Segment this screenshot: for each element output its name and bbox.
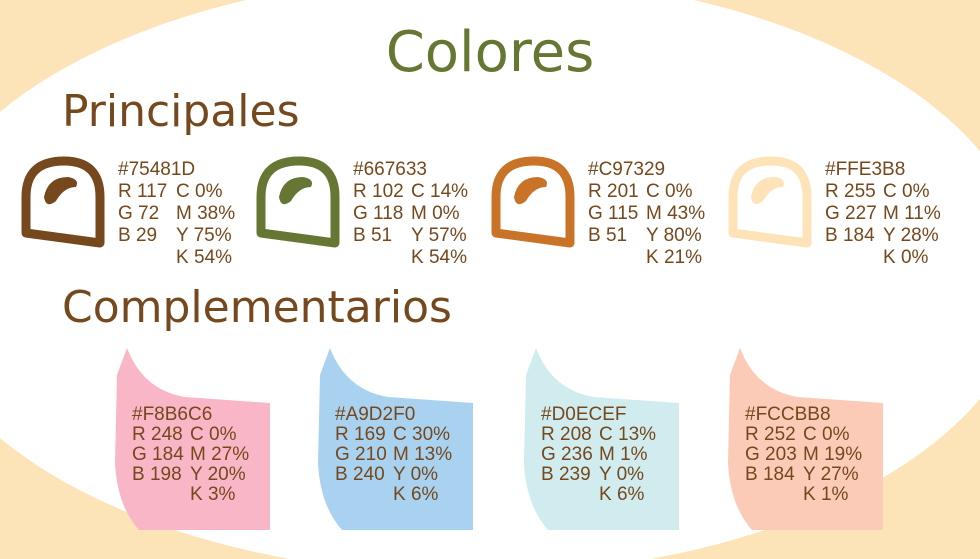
- cmyk-value: Y 28%: [883, 225, 939, 246]
- icon-blob: [44, 177, 77, 205]
- rgb-value: G 203: [745, 444, 797, 465]
- cmyk-value: M 0%: [411, 203, 460, 224]
- cmyk-value: K 21%: [646, 247, 702, 268]
- rgb-value: G 115: [588, 203, 638, 224]
- title: Colores: [386, 20, 595, 85]
- rgb-value: B 198: [132, 464, 182, 485]
- section-heading: Principales: [62, 86, 300, 137]
- rgb-value: R 208: [541, 424, 592, 445]
- cmyk-value: K 54%: [176, 247, 232, 268]
- hex-code: #FFE3B8: [825, 159, 905, 180]
- cmyk-value: K 0%: [883, 247, 929, 268]
- rgb-value: R 102: [353, 181, 404, 202]
- cmyk-value: C 0%: [176, 181, 223, 202]
- rgb-value: B 51: [353, 225, 392, 246]
- rgb-value: R 117: [118, 181, 167, 202]
- cmyk-value: K 54%: [411, 247, 467, 268]
- cmyk-value: Y 27%: [803, 464, 859, 485]
- rgb-value: B 184: [825, 225, 875, 246]
- cmyk-value: C 14%: [411, 181, 468, 202]
- cmyk-value: C 0%: [190, 424, 237, 445]
- section-heading: Complementarios: [62, 282, 452, 333]
- rgb-value: B 184: [745, 464, 795, 485]
- icon-frame: [728, 156, 812, 248]
- cmyk-value: M 19%: [803, 444, 862, 465]
- rgb-value: B 29: [118, 225, 157, 246]
- color-card: [115, 348, 270, 530]
- color-icon: [256, 156, 340, 248]
- cmyk-value: Y 75%: [176, 225, 232, 246]
- hex-code: #D0ECEF: [541, 404, 627, 425]
- cmyk-value: K 3%: [190, 484, 236, 505]
- cmyk-value: C 0%: [803, 424, 850, 445]
- rgb-value: G 227: [825, 203, 877, 224]
- icon-blob: [279, 177, 312, 205]
- rgb-value: R 252: [745, 424, 796, 445]
- cmyk-value: C 0%: [883, 181, 930, 202]
- cmyk-value: C 13%: [599, 424, 656, 445]
- color-icon: [21, 156, 105, 248]
- cmyk-value: M 38%: [176, 203, 235, 224]
- color-card: [524, 348, 679, 530]
- rgb-value: R 255: [825, 181, 876, 202]
- cmyk-value: C 30%: [393, 424, 450, 445]
- hex-code: #F8B6C6: [132, 404, 212, 425]
- cmyk-value: Y 20%: [190, 464, 246, 485]
- cmyk-value: M 43%: [646, 203, 705, 224]
- cmyk-value: K 6%: [393, 484, 439, 505]
- rgb-value: G 236: [541, 444, 593, 465]
- rgb-value: B 51: [588, 225, 627, 246]
- icon-blob: [751, 177, 784, 205]
- cmyk-value: M 13%: [393, 444, 452, 465]
- cmyk-value: K 1%: [803, 484, 849, 505]
- rgb-value: B 240: [335, 464, 385, 485]
- hex-code: #667633: [353, 159, 427, 180]
- hex-code: #C97329: [588, 159, 665, 180]
- rgb-value: R 248: [132, 424, 183, 445]
- cmyk-value: M 11%: [883, 203, 941, 224]
- rgb-value: G 184: [132, 444, 184, 465]
- icon-frame: [491, 156, 575, 248]
- icon-blob: [514, 177, 547, 205]
- cmyk-value: K 6%: [599, 484, 645, 505]
- cmyk-value: Y 0%: [393, 464, 438, 485]
- color-card: [728, 348, 883, 530]
- cmyk-value: Y 0%: [599, 464, 644, 485]
- color-icon: [491, 156, 575, 248]
- rgb-value: G 72: [118, 203, 159, 224]
- rgb-value: B 239: [541, 464, 591, 485]
- color-card: [318, 348, 473, 530]
- hex-code: #75481D: [118, 159, 195, 180]
- rgb-value: G 118: [353, 203, 403, 224]
- hex-code: #FCCBB8: [745, 404, 831, 425]
- cmyk-value: Y 57%: [411, 225, 467, 246]
- cmyk-value: M 1%: [599, 444, 648, 465]
- icon-frame: [256, 156, 340, 248]
- cmyk-value: Y 80%: [646, 225, 702, 246]
- rgb-value: R 169: [335, 424, 386, 445]
- rgb-value: R 201: [588, 181, 639, 202]
- color-icon: [728, 156, 812, 248]
- cmyk-value: C 0%: [646, 181, 693, 202]
- rgb-value: G 210: [335, 444, 387, 465]
- hex-code: #A9D2F0: [335, 404, 415, 425]
- icon-frame: [21, 156, 105, 248]
- cmyk-value: M 27%: [190, 444, 249, 465]
